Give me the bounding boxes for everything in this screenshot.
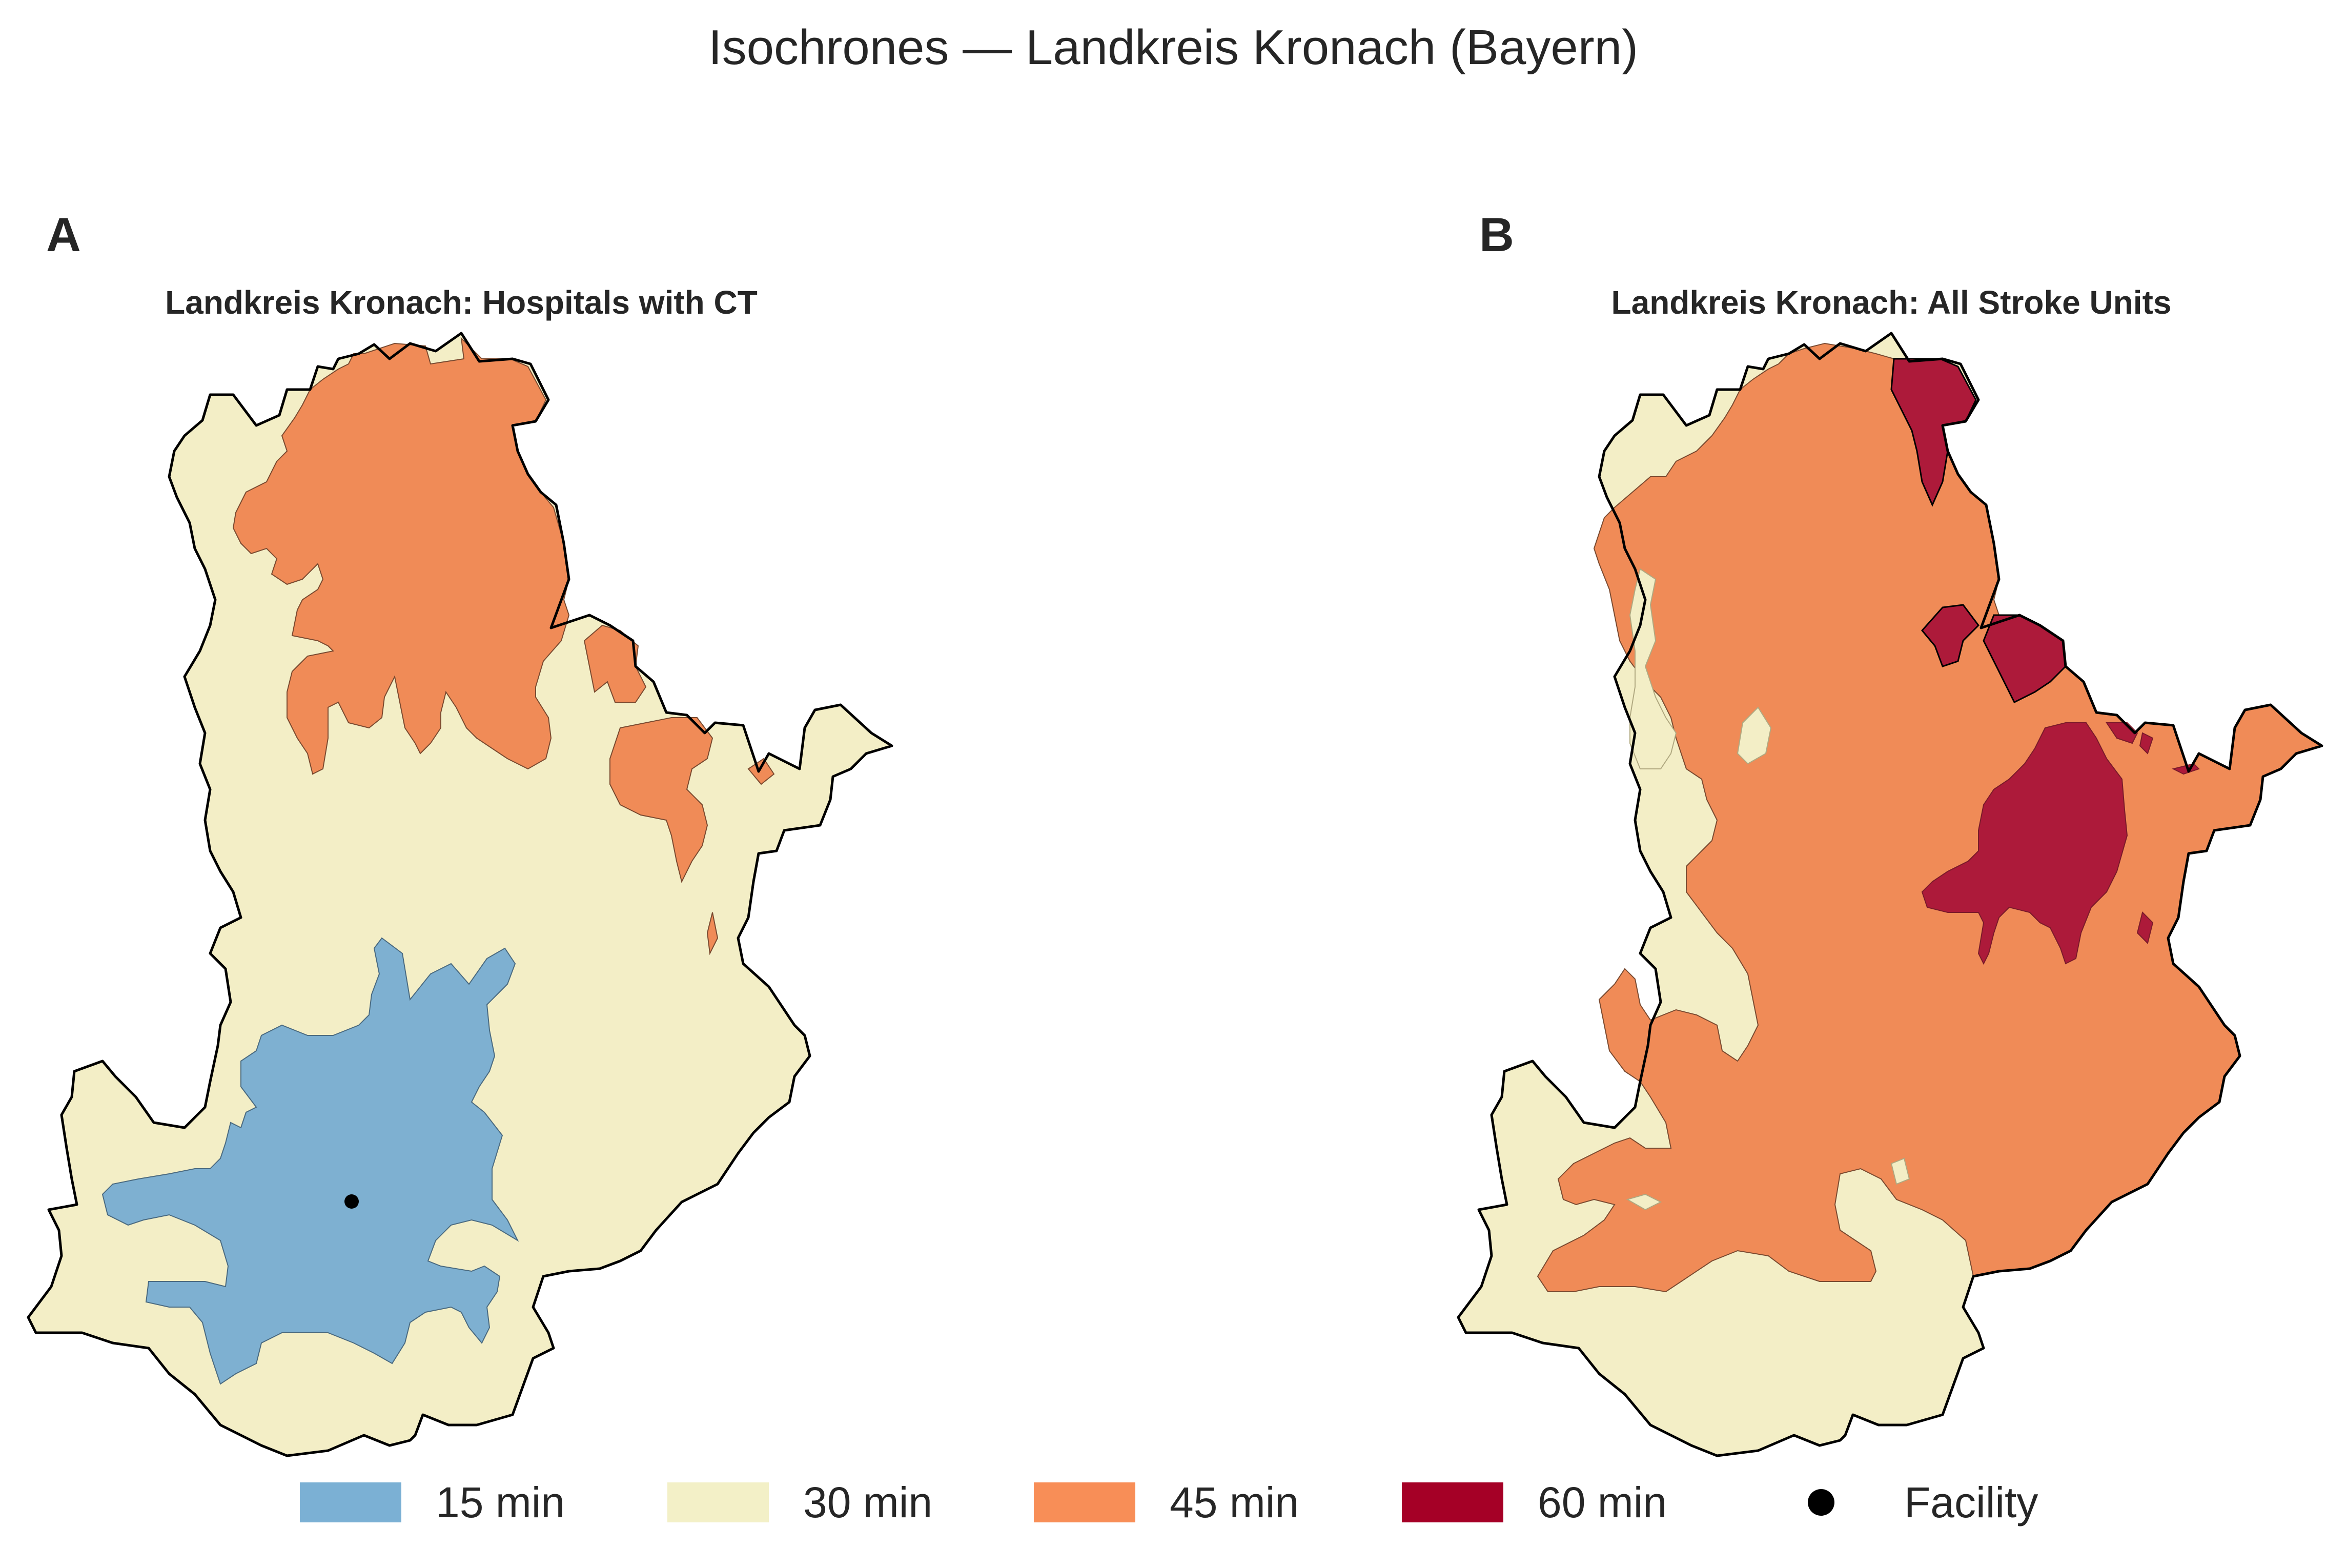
panel-a-letter: A: [46, 208, 81, 261]
legend-item-60: 60 min: [1402, 1478, 1667, 1526]
figure-title: Isochrones — Landkreis Kronach (Bayern): [708, 20, 1638, 75]
legend-item-facility: Facility: [1808, 1478, 2038, 1526]
legend-label-60: 60 min: [1538, 1478, 1667, 1526]
legend-swatch-45: [1034, 1482, 1135, 1522]
panel-a: A Landkreis Kronach: Hospitals with CT: [28, 208, 892, 1456]
panel-a-title: Landkreis Kronach: Hospitals with CT: [165, 284, 758, 321]
legend-swatch-60: [1402, 1482, 1503, 1522]
legend-swatch-30: [667, 1482, 769, 1522]
legend-label-15: 15 min: [436, 1478, 565, 1526]
panel-b-title: Landkreis Kronach: All Stroke Units: [1611, 284, 2172, 321]
legend: 15 min 30 min 45 min 60 min Facility: [300, 1478, 2038, 1526]
panel-a-map: [28, 333, 892, 1456]
legend-label-facility: Facility: [1904, 1478, 2038, 1526]
legend-label-30: 30 min: [803, 1478, 932, 1526]
zone-30-inlet-b: [1626, 568, 1910, 1211]
panel-b: B Landkreis Kronach: All Stroke Units: [1458, 208, 2322, 1456]
legend-label-45: 45 min: [1170, 1478, 1299, 1526]
panel-b-map: [1458, 333, 2322, 1456]
legend-swatch-15: [300, 1482, 401, 1522]
legend-facility-dot: [1808, 1489, 1834, 1516]
panel-b-letter: B: [1479, 208, 1514, 261]
zone-60-region-b-north: [1890, 358, 1977, 507]
legend-item-30: 30 min: [667, 1478, 932, 1526]
legend-item-45: 45 min: [1034, 1478, 1299, 1526]
zone-60-region-b-center: [1921, 722, 2200, 965]
legend-item-15: 15 min: [300, 1478, 565, 1526]
facility-marker: [344, 1194, 359, 1209]
